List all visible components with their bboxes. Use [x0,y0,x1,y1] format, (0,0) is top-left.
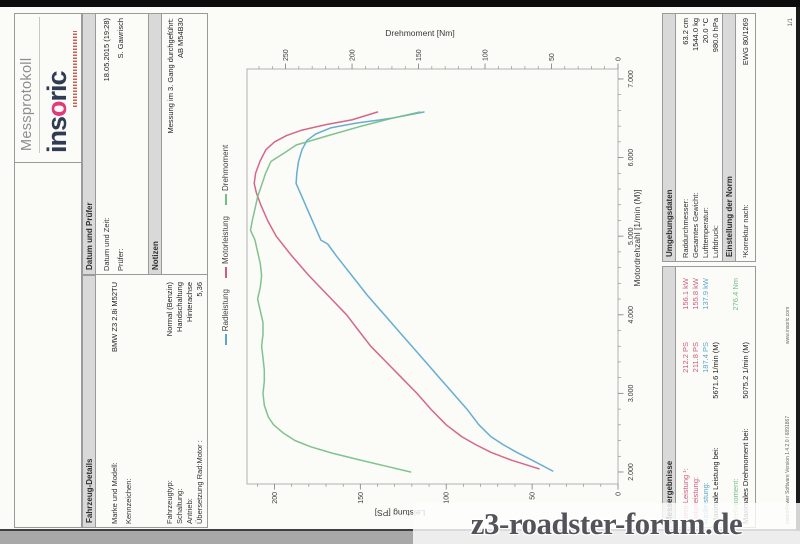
section-header-datum-pruefer: Datum und Prüfer [82,13,96,275]
row-label: Antrieb: [185,498,194,524]
row-value: 5,36 [195,282,204,297]
row-value: S. Gawrisch [116,18,125,59]
logo-part: ins [42,116,72,153]
doc-type-underline [39,17,40,153]
chart-legend: Radleistung Motorleistung Drehmoment [221,95,230,395]
section-header-notizen: Notizen [148,13,162,275]
row-value: AB M54B30 [176,18,185,59]
section-header-umgebungsdaten: Umgebungsdaten [662,13,676,262]
row-value: 18.05.2015 (19:28) [102,18,111,82]
row-value: Normal (Benzin) [165,282,174,337]
row-label: Übersetzung Rad:Motor : [195,440,204,524]
legend-item: Motorleistung [221,215,230,279]
main-table-box [82,13,208,528]
legend-item: Drehmoment [221,145,230,205]
footer-website: www.insoric.com [785,306,791,344]
forum-watermark: z3-roadster-forum.de [413,503,800,544]
environment-box [662,13,756,262]
page-number: 1/1 [788,18,794,27]
legend-label: Drehmoment [221,144,230,191]
results-box [662,266,756,528]
row-label: Fahrzeugtyp: [165,480,174,524]
header-table-divider [14,162,82,163]
row-value: Hinterachse [185,282,194,323]
row-label: Kennzeichen: [124,478,133,524]
row-value: Handschaltung [175,282,184,333]
section-header-messergebnisse: Messergebnisse [662,266,676,528]
insoric-logo: insoric [42,71,73,153]
legend-item: Radleistung [221,289,230,346]
row-label: Schaltung: [175,488,184,524]
section-header-einstellung-norm: Einstellung der Norm [722,13,736,262]
doc-type-title: Messprotokoll [19,57,35,151]
legend-label: Motorleistung [221,215,230,265]
logo-part: ric [42,71,72,102]
row-value: Messung im 3. Gang durchgeführt: [166,18,175,134]
row-label: Datum und Zeit: [102,217,111,271]
legend-dash-icon [224,334,227,346]
section-header-fahrzeug-details: Fahrzeug-Details [82,275,96,528]
legend-dash-icon [224,267,227,279]
scan-edge-strip [0,0,800,7]
logo-o: o [42,101,72,117]
row-label: Prüfer: [116,248,125,271]
row-value: BMW Z3 2.8i M52TU [110,282,119,353]
row-label: Marke und Modell: [110,462,119,524]
legend-label: Radleistung [221,289,230,332]
legend-dash-icon [224,193,227,205]
logo-tagline-illegible [73,31,77,107]
main-table-divider [82,274,208,275]
